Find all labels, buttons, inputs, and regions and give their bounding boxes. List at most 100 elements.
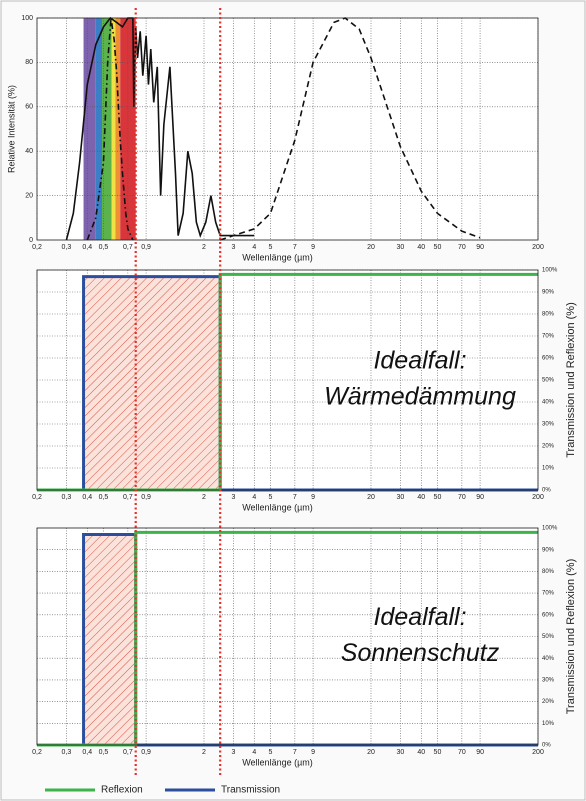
- y-tick-label: 90%: [542, 290, 555, 296]
- plot-frame: [36, 17, 539, 241]
- x-tick-label: 0,2: [32, 749, 42, 756]
- x-tick-label: 2: [202, 244, 206, 251]
- x-tick-label: 30: [397, 749, 405, 756]
- x-tick-label: 70: [458, 749, 466, 756]
- y-tick-label: 100%: [542, 526, 558, 532]
- legend-label: Reflexion: [101, 785, 143, 796]
- x-tick-label: 50: [434, 749, 442, 756]
- x-tick-label: 5: [269, 494, 273, 501]
- y-tick-label: 80%: [542, 312, 555, 318]
- annotation: Wärmedämmung: [324, 383, 516, 411]
- x-tick-label: 0,4: [82, 494, 92, 501]
- x-tick-label: 0,7: [123, 244, 133, 251]
- y-tick-label: 60: [25, 104, 33, 111]
- x-tick-label: 20: [367, 244, 375, 251]
- x-tick-label: 40: [417, 494, 425, 501]
- x-tick-label: 5: [269, 244, 273, 251]
- y-tick-label: 30%: [542, 677, 555, 683]
- x-tick-label: 90: [476, 244, 484, 251]
- y-tick-label: 80: [25, 59, 33, 66]
- x-tick-label: 0,7: [123, 749, 133, 756]
- spectrum-band: [115, 18, 121, 240]
- y-tick-label: 10%: [542, 466, 555, 472]
- x-tick-label: 0,3: [62, 749, 72, 756]
- y-axis-label: Relative Intensität (%): [6, 85, 16, 173]
- annotation: Idealfall:: [373, 347, 466, 375]
- x-tick-label: 40: [417, 244, 425, 251]
- y-tick-label: 100%: [542, 268, 558, 274]
- x-tick-label: 0,2: [32, 494, 42, 501]
- x-tick-label: 4: [252, 749, 256, 756]
- y-tick-label: 90%: [542, 547, 555, 553]
- x-tick-label: 200: [532, 749, 544, 756]
- x-tick-label: 0,4: [82, 749, 92, 756]
- curve: [86, 17, 134, 241]
- x-tick-label: 70: [458, 494, 466, 501]
- x-tick-label: 30: [397, 244, 405, 251]
- x-tick-label: 70: [458, 244, 466, 251]
- spectrum-band: [101, 18, 112, 240]
- x-tick-label: 3: [231, 244, 235, 251]
- spectrum-band: [111, 18, 116, 240]
- y-tick-label: 40: [25, 148, 33, 155]
- x-tick-label: 0,2: [32, 244, 42, 251]
- x-tick-label: 40: [417, 749, 425, 756]
- x-tick-label: 0,9: [141, 244, 151, 251]
- y-tick-label: 50%: [542, 634, 555, 640]
- x-tick-label: 7: [293, 494, 297, 501]
- x-tick-label: 2: [202, 749, 206, 756]
- y-tick-label: 10%: [542, 721, 555, 727]
- y-tick-label: 20: [25, 192, 33, 199]
- x-tick-label: 90: [476, 749, 484, 756]
- x-axis-label: Wellenlänge (µm): [242, 757, 313, 767]
- y-tick-label: 40%: [542, 656, 555, 662]
- x-tick-label: 2: [202, 494, 206, 501]
- y-tick-label: 40%: [542, 400, 555, 406]
- y-axis-label: Transmission und Reflexion (%): [565, 302, 577, 457]
- x-tick-label: 7: [293, 749, 297, 756]
- x-tick-label: 9: [311, 749, 315, 756]
- x-tick-label: 50: [434, 494, 442, 501]
- x-tick-label: 0,3: [62, 494, 72, 501]
- y-tick-label: 30%: [542, 422, 555, 428]
- x-tick-label: 0,7: [123, 494, 133, 501]
- y-tick-label: 70%: [542, 591, 555, 597]
- y-tick-label: 0%: [542, 488, 551, 494]
- y-tick-label: 100: [21, 15, 33, 22]
- x-axis-label: Wellenlänge (µm): [242, 502, 313, 512]
- spectrum-band: [95, 18, 102, 240]
- x-tick-label: 0,3: [62, 244, 72, 251]
- x-tick-label: 3: [231, 494, 235, 501]
- y-tick-label: 80%: [542, 569, 555, 575]
- spectrum-band: [83, 18, 96, 240]
- x-tick-label: 0,4: [82, 244, 92, 251]
- x-tick-label: 9: [311, 494, 315, 501]
- x-tick-label: 20: [367, 494, 375, 501]
- x-tick-label: 4: [252, 494, 256, 501]
- legend-label: Transmission: [221, 785, 280, 796]
- y-tick-label: 0%: [542, 743, 551, 749]
- annotation: Sonnenschutz: [341, 639, 500, 667]
- y-tick-label: 70%: [542, 334, 555, 340]
- x-tick-label: 30: [397, 494, 405, 501]
- plot-frame: [36, 527, 539, 746]
- y-axis-label: Transmission und Reflexion (%): [565, 559, 577, 714]
- x-tick-label: 90: [476, 494, 484, 501]
- y-tick-label: 20%: [542, 444, 555, 450]
- x-axis-label: Wellenlänge (µm): [242, 252, 313, 262]
- y-tick-label: 20%: [542, 699, 555, 705]
- x-tick-label: 20: [367, 749, 375, 756]
- x-tick-label: 3: [231, 749, 235, 756]
- y-tick-label: 60%: [542, 356, 555, 362]
- annotation: Idealfall:: [373, 603, 466, 631]
- x-tick-label: 200: [532, 494, 544, 501]
- x-tick-label: 9: [311, 244, 315, 251]
- transmission-area: [37, 534, 538, 745]
- x-tick-label: 0,9: [141, 749, 151, 756]
- transmission-area: [37, 276, 538, 490]
- x-tick-label: 200: [532, 244, 544, 251]
- x-tick-label: 0,5: [99, 244, 109, 251]
- y-tick-label: 50%: [542, 378, 555, 384]
